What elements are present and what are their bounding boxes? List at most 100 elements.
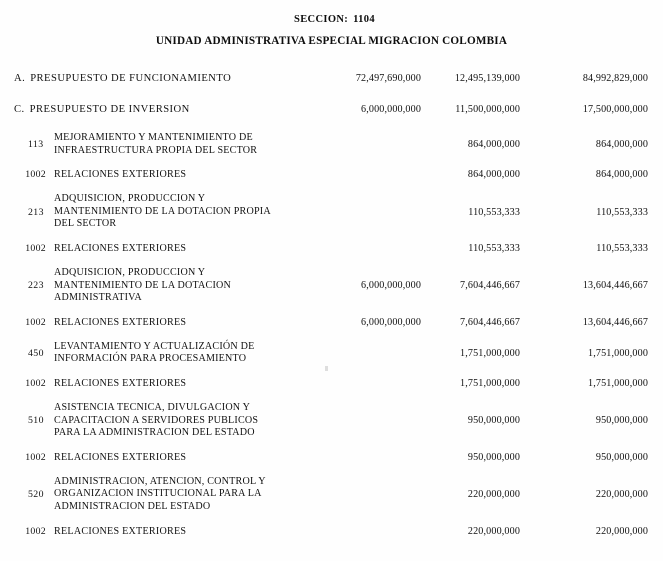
seccion-heading: SECCION: 1104 [0,14,663,25]
table-row: 1002 RELACIONES EXTERIORES 864,000,000 8… [0,163,663,186]
program-description: ADMINISTRACION, ATENCION, CONTROL Y ORGA… [52,469,310,520]
entidad-heading: UNIDAD ADMINISTRATIVA ESPECIAL MIGRACION… [155,35,508,47]
subprogram-code: 1002 [25,316,46,328]
table-row: 450 LEVANTAMIENTO Y ACTUALIZACIÓN DE INF… [0,334,663,372]
program-description: LEVANTAMIENTO Y ACTUALIZACIÓN DE INFORMA… [52,334,310,372]
program-amount-col2: 864,000,000 [467,139,521,151]
desc-line: MANTENIMIENTO DE LA DOTACION PROPIA [54,205,271,217]
subprogram-amount-col2: 950,000,000 [467,451,521,463]
section-label-funcionamiento: A. PRESUPUESTO DE FUNCIONAMIENTO [0,63,310,94]
desc-line: MEJORAMIENTO Y MANTENIMIENTO DE [54,132,253,143]
table-row: 1002 RELACIONES EXTERIORES 6,000,000,000… [0,311,663,334]
scan-artifact-speck [325,366,328,371]
subprogram-amount-col3: 13,604,446,667 [582,316,649,328]
table-row: 520 ADMINISTRACION, ATENCION, CONTROL Y … [0,469,663,520]
program-amount-col2: 7,604,446,667 [460,280,521,292]
table-row: 1002 RELACIONES EXTERIORES 950,000,000 9… [0,446,663,469]
program-amount-col1 [310,186,428,237]
table-row: 113 MEJORAMIENTO Y MANTENIMIENTO DE INFR… [0,125,663,163]
section-title: PRESUPUESTO DE INVERSION [29,104,190,115]
amount-inversion-col3: 17,500,000,000 [582,104,649,115]
desc-line: ADMINISTRACION DEL ESTADO [54,500,211,512]
total-amount-col3: 102,492,829,000 [534,543,663,561]
amount-inversion-col1: 6,000,000,000 [361,104,422,115]
total-row: TOTAL PRESUPUESTO SECCION 78,497,690,000… [0,543,663,561]
program-code: 450 [28,347,44,359]
program-amount-col3: 864,000,000 [595,139,649,151]
subprogram-label: RELACIONES EXTERIORES [54,525,187,537]
subprogram-code: 1002 [25,451,46,463]
program-amount-col3: 13,604,446,667 [582,280,649,292]
program-amount-col1 [310,469,428,520]
amount-inversion-col2: 11,500,000,000 [455,104,521,115]
subprogram-label: RELACIONES EXTERIORES [54,242,187,254]
amount-funcionamiento-col3: 84,992,829,000 [582,73,649,84]
section-letter: C. [14,104,25,115]
budget-table: A. PRESUPUESTO DE FUNCIONAMIENTO 72,497,6… [0,63,663,561]
subprogram-code: 1002 [25,377,46,389]
table-row: 223 ADQUISICION, PRODUCCION Y MANTENIMIE… [0,260,663,311]
table-row: 1002 RELACIONES EXTERIORES 1,751,000,000… [0,372,663,395]
section-label-inversion: C. PRESUPUESTO DE INVERSION [0,94,310,125]
budget-table-body: A. PRESUPUESTO DE FUNCIONAMIENTO 72,497,6… [0,63,663,561]
subprogram-label: RELACIONES EXTERIORES [54,316,187,328]
subprogram-amount-col3: 864,000,000 [595,169,649,181]
program-amount-col1 [310,125,428,163]
seccion-label: SECCION: [294,14,349,25]
desc-line: ADQUISICION, PRODUCCION Y [54,193,206,205]
total-label: TOTAL PRESUPUESTO SECCION [0,543,310,561]
program-description: ASISTENCIA TECNICA, DIVULGACION Y CAPACI… [52,395,310,446]
desc-line: ADMINISTRATIVA [54,292,142,304]
program-amount-col3: 220,000,000 [595,489,649,501]
total-amount-col2: 23,995,139,000 [428,543,534,561]
section-title: PRESUPUESTO DE FUNCIONAMIENTO [30,73,232,84]
program-code: 510 [28,415,44,427]
desc-line: DEL SECTOR [54,218,117,230]
subprogram-amount-col2: 864,000,000 [467,169,521,181]
subprogram-amount-col2: 220,000,000 [467,525,521,537]
desc-line: ADMINISTRACION, ATENCION, CONTROL Y [54,475,266,487]
table-row: 1002 RELACIONES EXTERIORES 110,553,333 1… [0,237,663,260]
desc-line: MANTENIMIENTO DE LA DOTACION [54,279,232,291]
desc-line: CAPACITACION A SERVIDORES PUBLICOS [54,414,259,426]
subprogram-label: RELACIONES EXTERIORES [54,169,187,181]
section-row-funcionamiento: A. PRESUPUESTO DE FUNCIONAMIENTO 72,497,6… [0,63,663,94]
subprogram-code: 1002 [25,242,46,254]
subprogram-code: 1002 [25,525,46,537]
program-description: MEJORAMIENTO Y MANTENIMIENTO DE INFRAEST… [52,125,310,163]
subprogram-amount-col3: 1,751,000,000 [588,377,649,389]
subprogram-code: 1002 [25,169,46,181]
document-header: SECCION: 1104 UNIDAD ADMINISTRATIVA ESPEC… [0,0,663,47]
program-description: ADQUISICION, PRODUCCION Y MANTENIMIENTO … [52,260,310,311]
table-row: 510 ASISTENCIA TECNICA, DIVULGACION Y CA… [0,395,663,446]
subprogram-amount-col2: 1,751,000,000 [460,377,521,389]
program-amount-col1 [310,395,428,446]
subprogram-amount-col3: 110,553,333 [596,242,649,254]
total-amount-col1: 78,497,690,000 [310,543,428,561]
subprogram-label: RELACIONES EXTERIORES [54,377,187,389]
program-amount-col2: 110,553,333 [468,206,521,218]
desc-line: ASISTENCIA TECNICA, DIVULGACION Y [54,401,251,413]
desc-line: INFORMACIÓN PARA PROCESAMIENTO [54,353,247,365]
desc-line: PARA LA ADMINISTRACION DEL ESTADO [54,427,255,439]
subprogram-amount-col1 [310,446,428,469]
program-code: 213 [28,206,44,218]
amount-funcionamiento-col2: 12,495,139,000 [454,73,521,84]
amount-funcionamiento-col1: 72,497,690,000 [355,73,422,84]
subprogram-amount-col2: 7,604,446,667 [460,316,521,328]
program-amount-col3: 110,553,333 [596,206,649,218]
subprogram-label: RELACIONES EXTERIORES [54,451,187,463]
desc-line: ORGANIZACION INSTITUCIONAL PARA LA [54,488,262,500]
program-code: 113 [28,139,44,151]
table-row: 1002 RELACIONES EXTERIORES 220,000,000 2… [0,520,663,543]
table-row: 213 ADQUISICION, PRODUCCION Y MANTENIMIE… [0,186,663,237]
program-code: 223 [28,280,44,292]
subprogram-amount-col1: 6,000,000,000 [361,316,422,328]
program-amount-col2: 950,000,000 [467,415,521,427]
subprogram-amount-col3: 220,000,000 [595,525,649,537]
program-amount-col2: 1,751,000,000 [460,347,521,359]
subprogram-amount-col2: 110,553,333 [468,242,521,254]
subprogram-amount-col1 [310,163,428,186]
program-description: ADQUISICION, PRODUCCION Y MANTENIMIENTO … [52,186,310,237]
